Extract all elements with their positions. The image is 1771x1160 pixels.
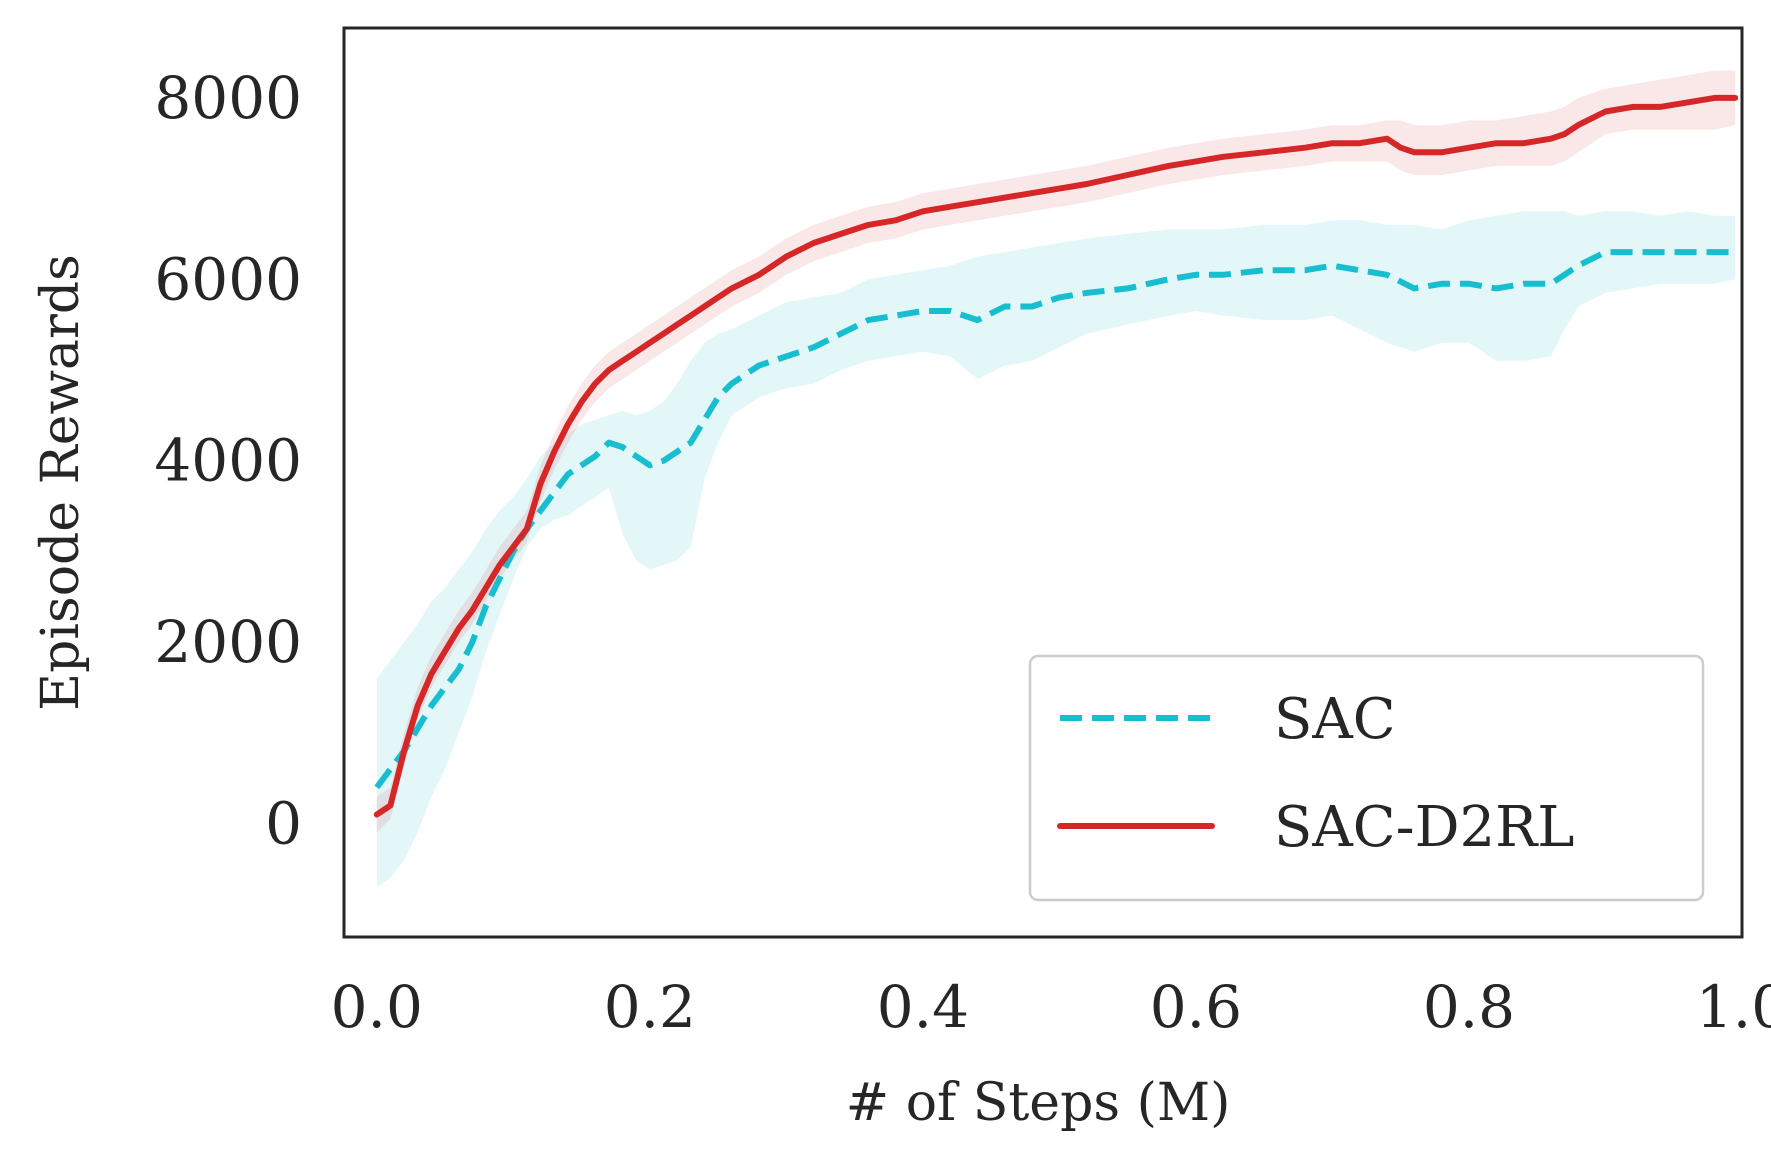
y-tick-label: 0 [265, 790, 302, 858]
y-tick-label: 6000 [154, 245, 302, 313]
x-tick-label: 0.4 [877, 973, 969, 1041]
line-sac [374, 249, 1736, 790]
y-tick-label: 8000 [154, 64, 302, 132]
x-tick-label: 1.0 [1696, 973, 1771, 1041]
x-tick-label: 0.6 [1150, 973, 1242, 1041]
line-sac-d2rl [373, 94, 1739, 818]
plot-frame [342, 26, 1744, 939]
y-tick-label: 2000 [154, 608, 302, 676]
confidence-bands [376, 70, 1736, 888]
x-tick-label: 0.8 [1423, 973, 1515, 1041]
legend-label-sac: SAC [1274, 687, 1396, 752]
x-axis-ticks: 0.0 0.2 0.4 0.6 0.8 1.0 [331, 973, 1771, 1041]
legend-label-sac-d2rl: SAC-D2RL [1274, 795, 1574, 860]
y-axis-ticks: 0 2000 4000 6000 8000 [154, 64, 302, 858]
band-sac [376, 211, 1736, 888]
series-lines [373, 94, 1739, 818]
y-axis-label: Episode Rewards [31, 254, 91, 711]
y-tick-label: 4000 [154, 427, 302, 495]
x-tick-label: 0.0 [331, 973, 423, 1041]
x-tick-label: 0.2 [604, 973, 696, 1041]
legend: SAC SAC-D2RL [1028, 654, 1705, 902]
x-axis-label: # of Steps (M) [846, 1073, 1231, 1133]
